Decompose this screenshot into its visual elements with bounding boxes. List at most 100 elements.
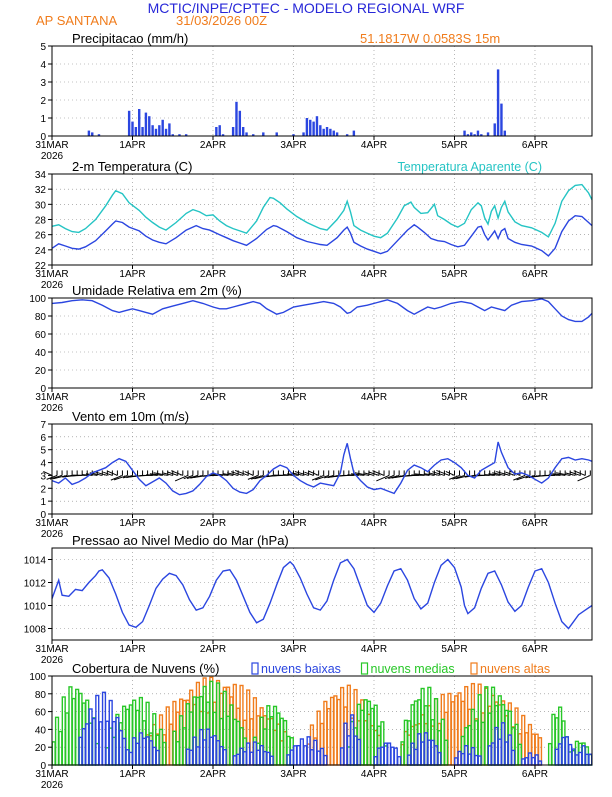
- cloud-bar-blue: [529, 753, 532, 765]
- panel-title: Umidade Relativa em 2m (%): [72, 283, 242, 298]
- cloud-bar-green: [371, 709, 374, 765]
- cloud-bar-blue: [143, 738, 146, 765]
- x-tick-label: 1APR: [119, 269, 145, 280]
- legend-label-blue: nuvens baixas: [261, 662, 341, 676]
- cloud-bar-blue: [512, 750, 515, 765]
- cloud-bar-blue: [562, 738, 565, 765]
- y-tick-label: 1014: [24, 556, 47, 567]
- y-tick-label: 100: [29, 672, 46, 683]
- cloud-bar-blue: [478, 756, 481, 765]
- legend-apparent-temp: Temperatura Aparente (C): [397, 160, 542, 174]
- x-tick-label: 31MAR: [35, 644, 68, 655]
- precip-bar: [168, 123, 170, 136]
- cloud-bar-blue: [461, 754, 464, 765]
- cloud-bar-blue: [321, 748, 324, 765]
- cloud-bar-blue: [79, 737, 82, 765]
- x-tick-label: 4APR: [361, 769, 387, 780]
- x-tick-label: 3APR: [280, 392, 306, 403]
- precip-bar: [329, 129, 331, 136]
- cloud-bar-orange: [331, 697, 334, 765]
- cloud-bar-green: [160, 729, 163, 765]
- x-year-label: 2026: [41, 655, 64, 666]
- precip-bar: [463, 131, 465, 136]
- x-tick-label: 1APR: [119, 644, 145, 655]
- cloud-bar-blue: [418, 734, 421, 765]
- cloud-bar-green: [59, 732, 62, 765]
- cloud-bar-blue: [257, 750, 260, 765]
- y-tick-label: 3: [40, 471, 46, 482]
- precip-bar: [326, 127, 328, 136]
- cloud-bar-blue: [196, 747, 199, 765]
- cloud-bar-blue: [133, 738, 136, 765]
- cloud-bar-green: [76, 689, 79, 765]
- x-tick-label: 3APR: [280, 644, 306, 655]
- y-tick-label: 2: [40, 484, 46, 495]
- cloud-bar-green: [230, 705, 233, 765]
- y-tick-label: 4: [40, 60, 46, 71]
- cloud-bar-green: [56, 717, 59, 765]
- cloud-bar-blue: [475, 756, 478, 765]
- cloud-bar-blue: [324, 756, 327, 765]
- cloud-bar-blue: [539, 761, 542, 765]
- precip-bar: [242, 127, 244, 136]
- cloud-bar-blue: [311, 750, 314, 765]
- precip-bar: [215, 127, 217, 136]
- cloud-bar-blue: [86, 724, 89, 765]
- precip-bar: [218, 125, 220, 136]
- y-tick-label: 1012: [24, 579, 47, 590]
- cloud-bar-blue: [414, 749, 417, 765]
- series-line-rh-0: [52, 299, 592, 322]
- coords-label: 51.1817W 0.0583S 15m: [360, 31, 500, 46]
- cloud-bar-blue: [233, 756, 236, 765]
- y-tick-label: 100: [29, 294, 46, 305]
- cloud-bar-orange: [170, 724, 173, 765]
- cloud-bar-blue: [535, 755, 538, 765]
- wind-barb: [578, 475, 591, 481]
- cloud-bar-blue: [193, 737, 196, 765]
- cloud-bar-blue: [589, 754, 592, 765]
- cloud-bar-green: [180, 716, 183, 765]
- cloud-bar-blue: [351, 715, 354, 765]
- x-tick-label: 5APR: [441, 392, 467, 403]
- precip-bar: [151, 125, 153, 136]
- cloud-bar-blue: [431, 740, 434, 765]
- y-tick-label: 28: [35, 216, 47, 227]
- cloud-bar-blue: [129, 752, 132, 765]
- cloud-bar-green: [280, 718, 283, 765]
- cloud-bar-green: [518, 744, 521, 765]
- precip-bar: [306, 118, 308, 136]
- cloud-bar-blue: [525, 758, 528, 765]
- precip-bar: [138, 109, 140, 136]
- precip-bar: [497, 69, 499, 136]
- cloud-bar-blue: [99, 722, 102, 765]
- cloud-bar-blue: [109, 701, 112, 765]
- y-tick-label: 4: [40, 459, 46, 470]
- plot-frame: [52, 424, 592, 514]
- cloud-bar-blue: [357, 739, 360, 765]
- cloud-bar-blue: [270, 756, 273, 765]
- x-tick-label: 6APR: [522, 392, 548, 403]
- y-tick-label: 30: [35, 200, 47, 211]
- panel-title: Cobertura de Nuvens (%): [72, 661, 219, 676]
- cloud-bar-blue: [136, 743, 139, 765]
- x-tick-label: 4APR: [361, 140, 387, 151]
- cloud-bar-blue: [317, 751, 320, 765]
- cloud-bar-green: [552, 714, 555, 765]
- run-date: 31/03/2026 00Z: [176, 13, 267, 28]
- precip-bar: [316, 116, 318, 136]
- cloud-bar-blue: [304, 746, 307, 765]
- location-label: AP SANTANA: [36, 13, 117, 28]
- x-tick-label: 3APR: [280, 269, 306, 280]
- cloud-bar-orange: [522, 716, 525, 765]
- cloud-bar-blue: [217, 741, 220, 765]
- cloud-bar-blue: [458, 751, 461, 765]
- cloud-bar-blue: [213, 736, 216, 765]
- panel-title: Pressao ao Nivel Medio do Mar (hPa): [72, 533, 289, 548]
- x-tick-label: 31MAR: [35, 518, 68, 529]
- cloud-bar-blue: [569, 745, 572, 765]
- x-tick-label: 2APR: [200, 769, 226, 780]
- cloud-bar-green: [401, 742, 404, 765]
- x-tick-label: 4APR: [361, 392, 387, 403]
